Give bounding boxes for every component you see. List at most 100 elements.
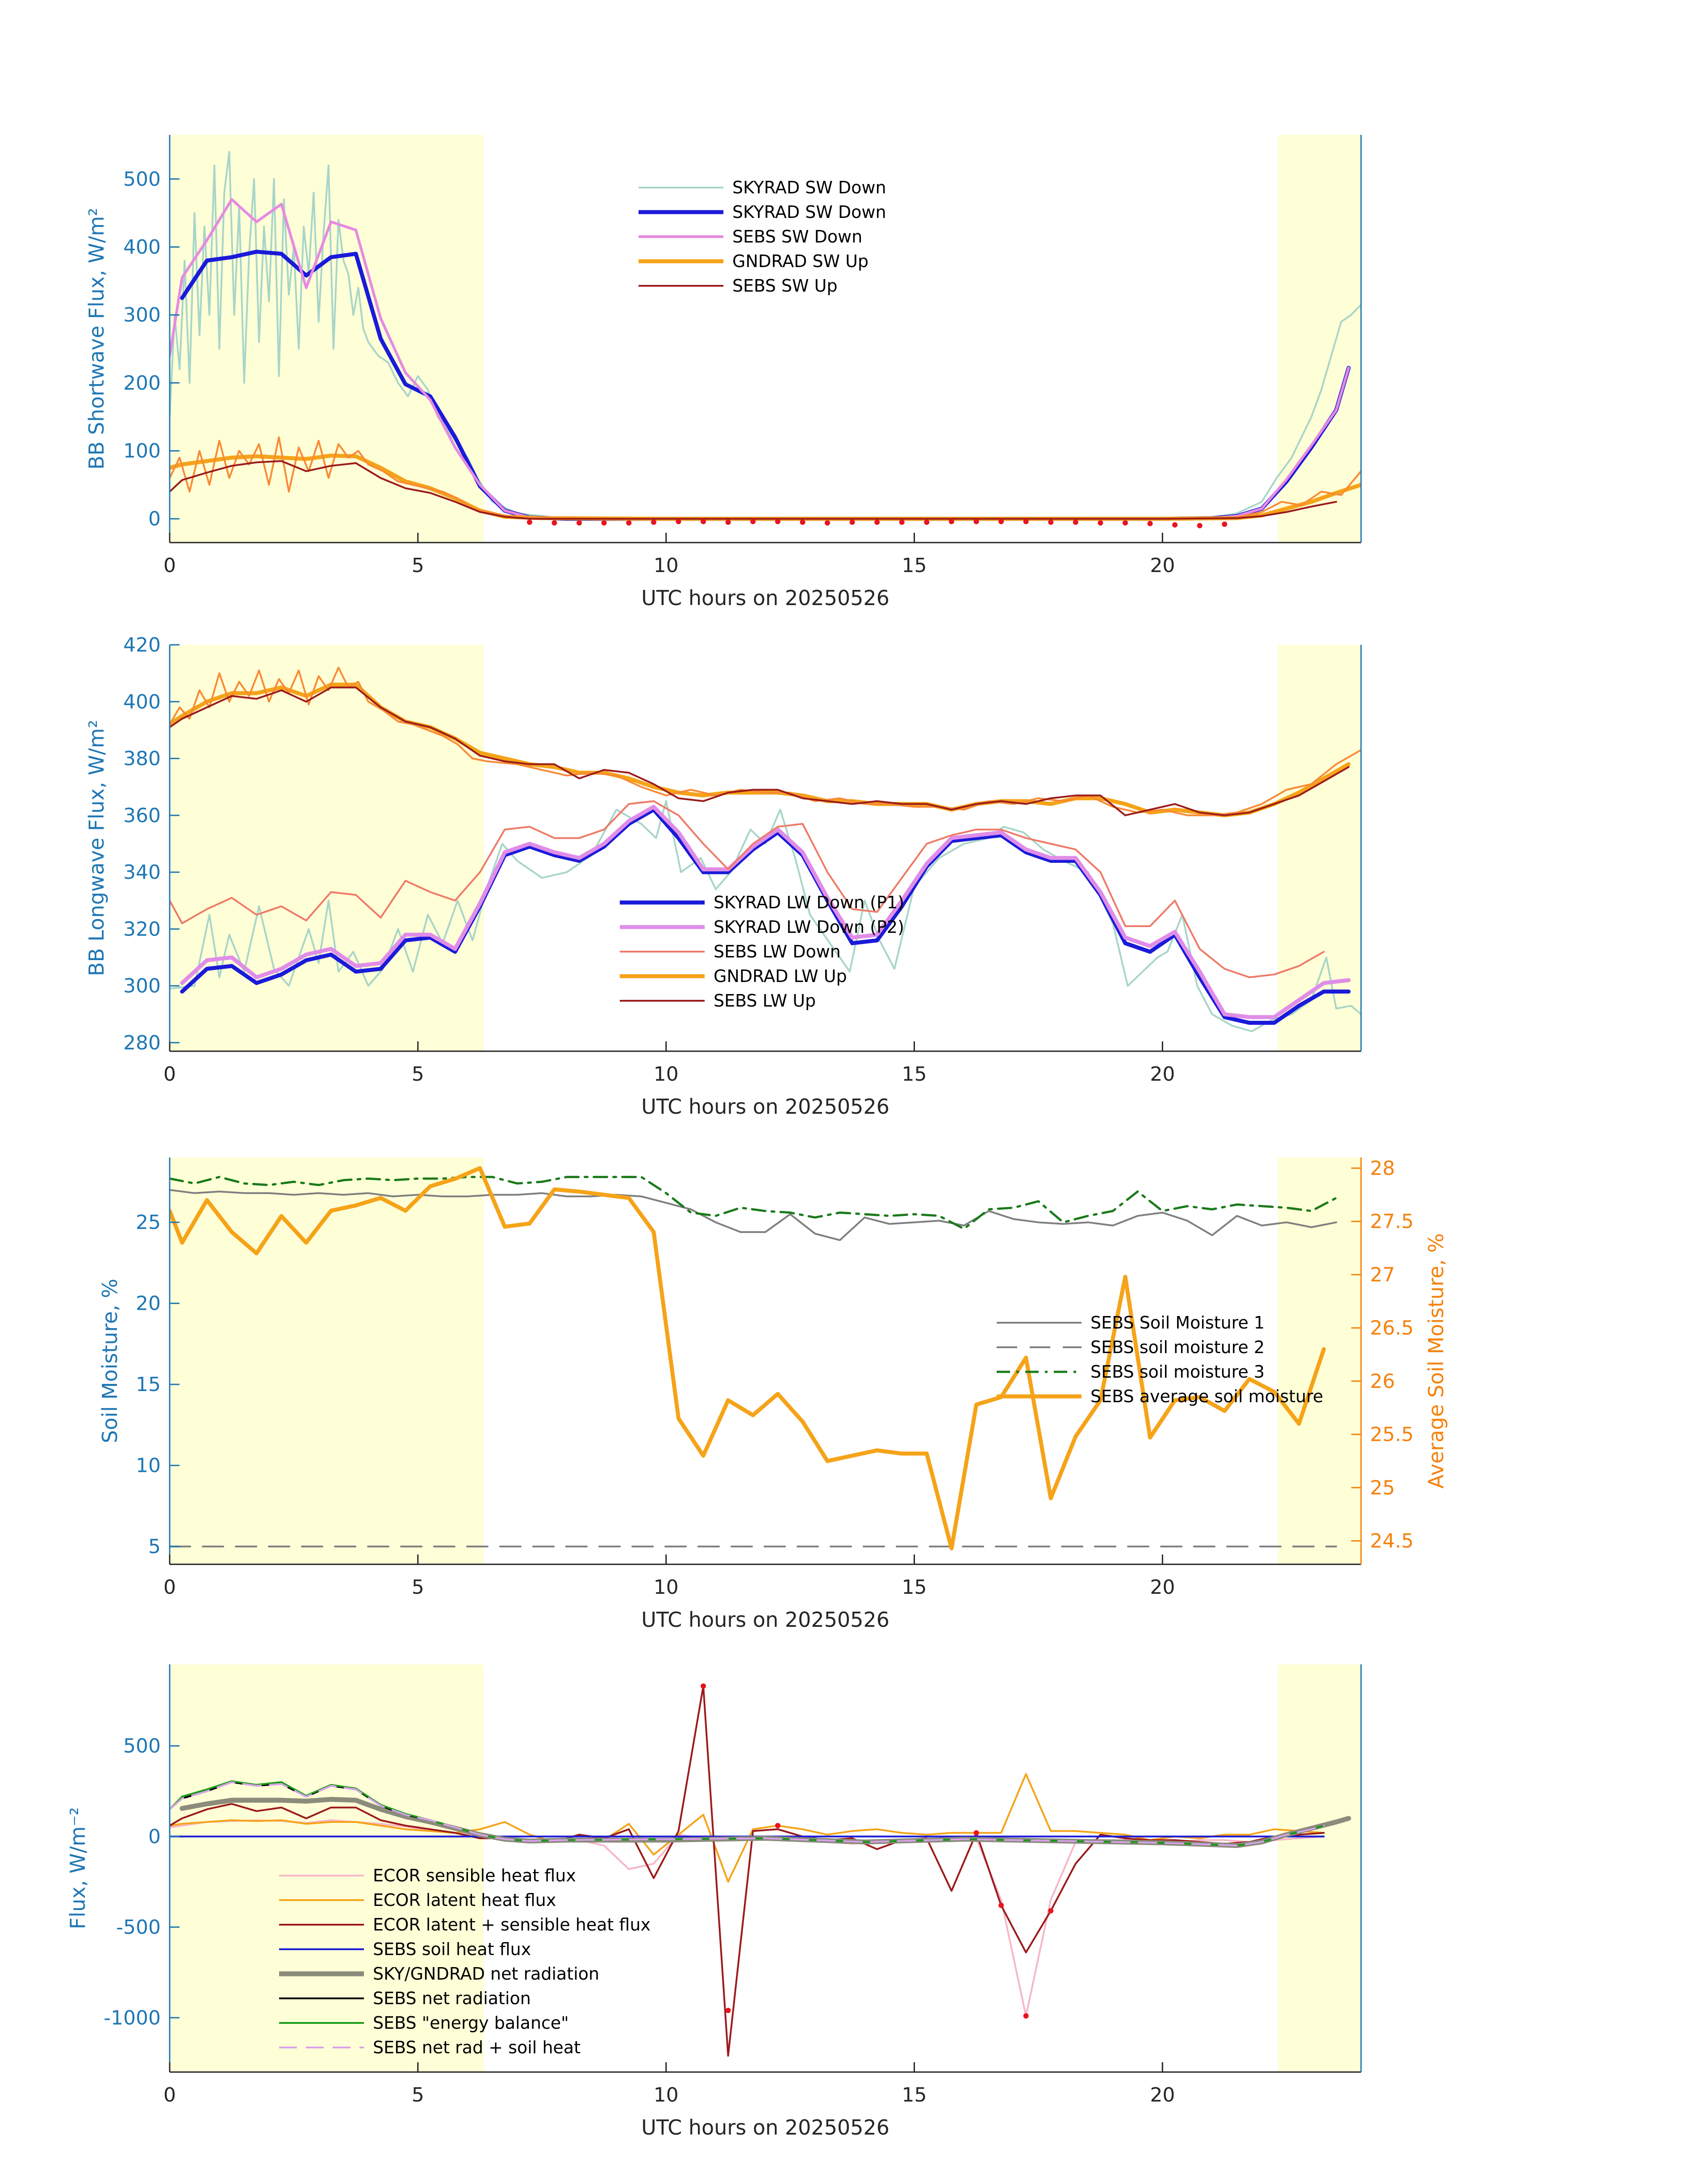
y-tick-label: -500: [116, 1916, 161, 1939]
x-tick-label: 10: [654, 554, 679, 577]
series-sebs-lw-up-dark-red: [170, 686, 1350, 816]
x-tick-label: 0: [163, 1063, 176, 1086]
series-skyrad-lw-down-p2-thick-violet: [180, 805, 1351, 1020]
series-sebs-sw-down-violet: [170, 198, 1350, 520]
legend-label: SEBS SW Up: [732, 276, 837, 296]
x-tick-label: 5: [412, 1063, 424, 1086]
series-gndrad-lw-up-raw-thin-orange: [170, 666, 1361, 816]
y-tick-label: 5: [148, 1535, 161, 1558]
y-tick-label: 10: [136, 1454, 161, 1477]
data-point: [973, 518, 979, 524]
x-tick-label: 15: [902, 1063, 927, 1086]
data-point: [651, 519, 656, 525]
legend-label: SEBS Soil Moisture 1: [1090, 1313, 1265, 1333]
x-tick-label: 10: [654, 1576, 679, 1599]
series-group: [170, 151, 1361, 528]
data-point: [775, 518, 781, 524]
data-point: [1147, 521, 1153, 526]
x-tick-label: 15: [902, 2084, 927, 2106]
y2-axis-label: Average Soil Moisture, %: [1424, 1233, 1448, 1489]
data-point: [676, 518, 681, 524]
x-tick-label: 15: [902, 554, 927, 577]
y-axis-label: BB Longwave Flux, W/m²: [84, 720, 109, 976]
data-point: [701, 1683, 706, 1689]
series-ecor-latent-sensible-heat-flux-dark-red: [170, 1685, 1325, 2057]
legend-label: ECOR latent heat flux: [373, 1890, 556, 1910]
y-tick-label: 0: [148, 1825, 161, 1848]
y2-tick-label: 27.5: [1370, 1210, 1414, 1233]
y-tick-label: 400: [123, 690, 161, 713]
data-point: [725, 2008, 731, 2014]
data-point: [1023, 2013, 1029, 2019]
data-point: [775, 1823, 781, 1829]
y2-tick-label: 25: [1370, 1476, 1395, 1499]
series-sebs-soil-moisture-1-gray-solid: [170, 1189, 1337, 1241]
legend-label: SEBS SW Down: [732, 227, 862, 247]
y-tick-label: 360: [123, 804, 161, 827]
series-skyrad-lw-down-p1-thick-blue: [180, 807, 1351, 1025]
y2-tick-label: 24.5: [1370, 1530, 1414, 1553]
legend-label: ECOR sensible heat flux: [373, 1866, 576, 1885]
data-point: [551, 520, 557, 526]
series-group: [170, 1166, 1337, 1550]
x-tick-label: 0: [163, 554, 176, 577]
data-point: [526, 519, 532, 525]
shortwave-panel: 0 5 10 15 20 UTC hours on 20250526 0 100 200 300 4…: [84, 135, 1362, 610]
x-tick-label: 5: [412, 1576, 424, 1599]
data-point: [750, 518, 756, 524]
legend: SEBS Soil Moisture 1 SEBS soil moisture 2…: [997, 1313, 1323, 1406]
x-tick-label: 0: [163, 1576, 176, 1599]
data-point: [1172, 522, 1178, 528]
night-shading: [170, 645, 484, 1051]
series-sebs-average-soil-moisture-thick-orange: [170, 1166, 1326, 1550]
data-point: [1122, 520, 1128, 526]
x-tick-label: 20: [1150, 1576, 1175, 1599]
night-shading: [170, 1157, 484, 1564]
series-sebs-lw-down-salmon: [170, 800, 1325, 978]
legend-label: SEBS average soil moisture: [1090, 1387, 1323, 1406]
legend: SKYRAD LW Down (P1) SKYRAD LW Down (P2) SE…: [620, 893, 904, 1011]
data-point: [800, 519, 806, 525]
y-axis-label: Soil Moisture, %: [98, 1279, 122, 1443]
y-tick-label: 200: [123, 372, 161, 394]
data-point: [1023, 518, 1029, 524]
legend-label: SEBS soil moisture 2: [1090, 1337, 1265, 1357]
data-point: [973, 1830, 979, 1836]
y-tick-label: 100: [123, 440, 161, 463]
y-tick-label: 340: [123, 861, 161, 884]
x-tick-label: 20: [1150, 554, 1175, 577]
y-tick-label: 500: [123, 168, 161, 191]
longwave-panel: 0 5 10 15 20 UTC hours on 20250526 280 300 320 34…: [84, 634, 1362, 1119]
x-tick-label: 20: [1150, 1063, 1175, 1086]
data-point: [1048, 519, 1054, 525]
legend-label: SKYRAD SW Down: [732, 202, 886, 222]
legend-label: SKYRAD LW Down (P2): [714, 917, 904, 937]
series-group: [170, 1683, 1351, 2057]
series-group: [170, 666, 1361, 1032]
x-axis-label: UTC hours on 20250526: [641, 1608, 889, 1632]
data-point: [1048, 1908, 1054, 1914]
legend: ECOR sensible heat flux ECOR latent heat …: [279, 1866, 651, 2057]
data-point: [701, 518, 706, 524]
y2-tick-label: 26.5: [1370, 1317, 1414, 1340]
y-tick-label: 0: [148, 508, 161, 531]
legend-label: SEBS soil heat flux: [373, 1939, 531, 1959]
legend-label: SEBS net rad + soil heat: [373, 2038, 580, 2057]
data-point: [1073, 519, 1078, 525]
data-point: [899, 519, 905, 525]
y2-tick-label: 27: [1370, 1263, 1395, 1286]
data-point: [998, 1902, 1004, 1908]
legend-label: SEBS LW Down: [714, 942, 841, 961]
series-sebs-net-rad-soil-heat-lavender-dash: [170, 1781, 1325, 1847]
data-point: [601, 520, 607, 526]
x-axis-label: UTC hours on 20250526: [641, 586, 889, 610]
y-tick-label: 300: [123, 975, 161, 998]
y-tick-label: 320: [123, 918, 161, 940]
data-point: [576, 520, 582, 526]
night-shading: [1278, 135, 1361, 543]
legend: SKYRAD SW Down SKYRAD SW Down SEBS SW Down…: [639, 178, 886, 296]
x-tick-label: 20: [1150, 2084, 1175, 2106]
data-point: [626, 520, 632, 526]
y-axis-label: BB Shortwave Flux, W/m²: [84, 208, 109, 469]
